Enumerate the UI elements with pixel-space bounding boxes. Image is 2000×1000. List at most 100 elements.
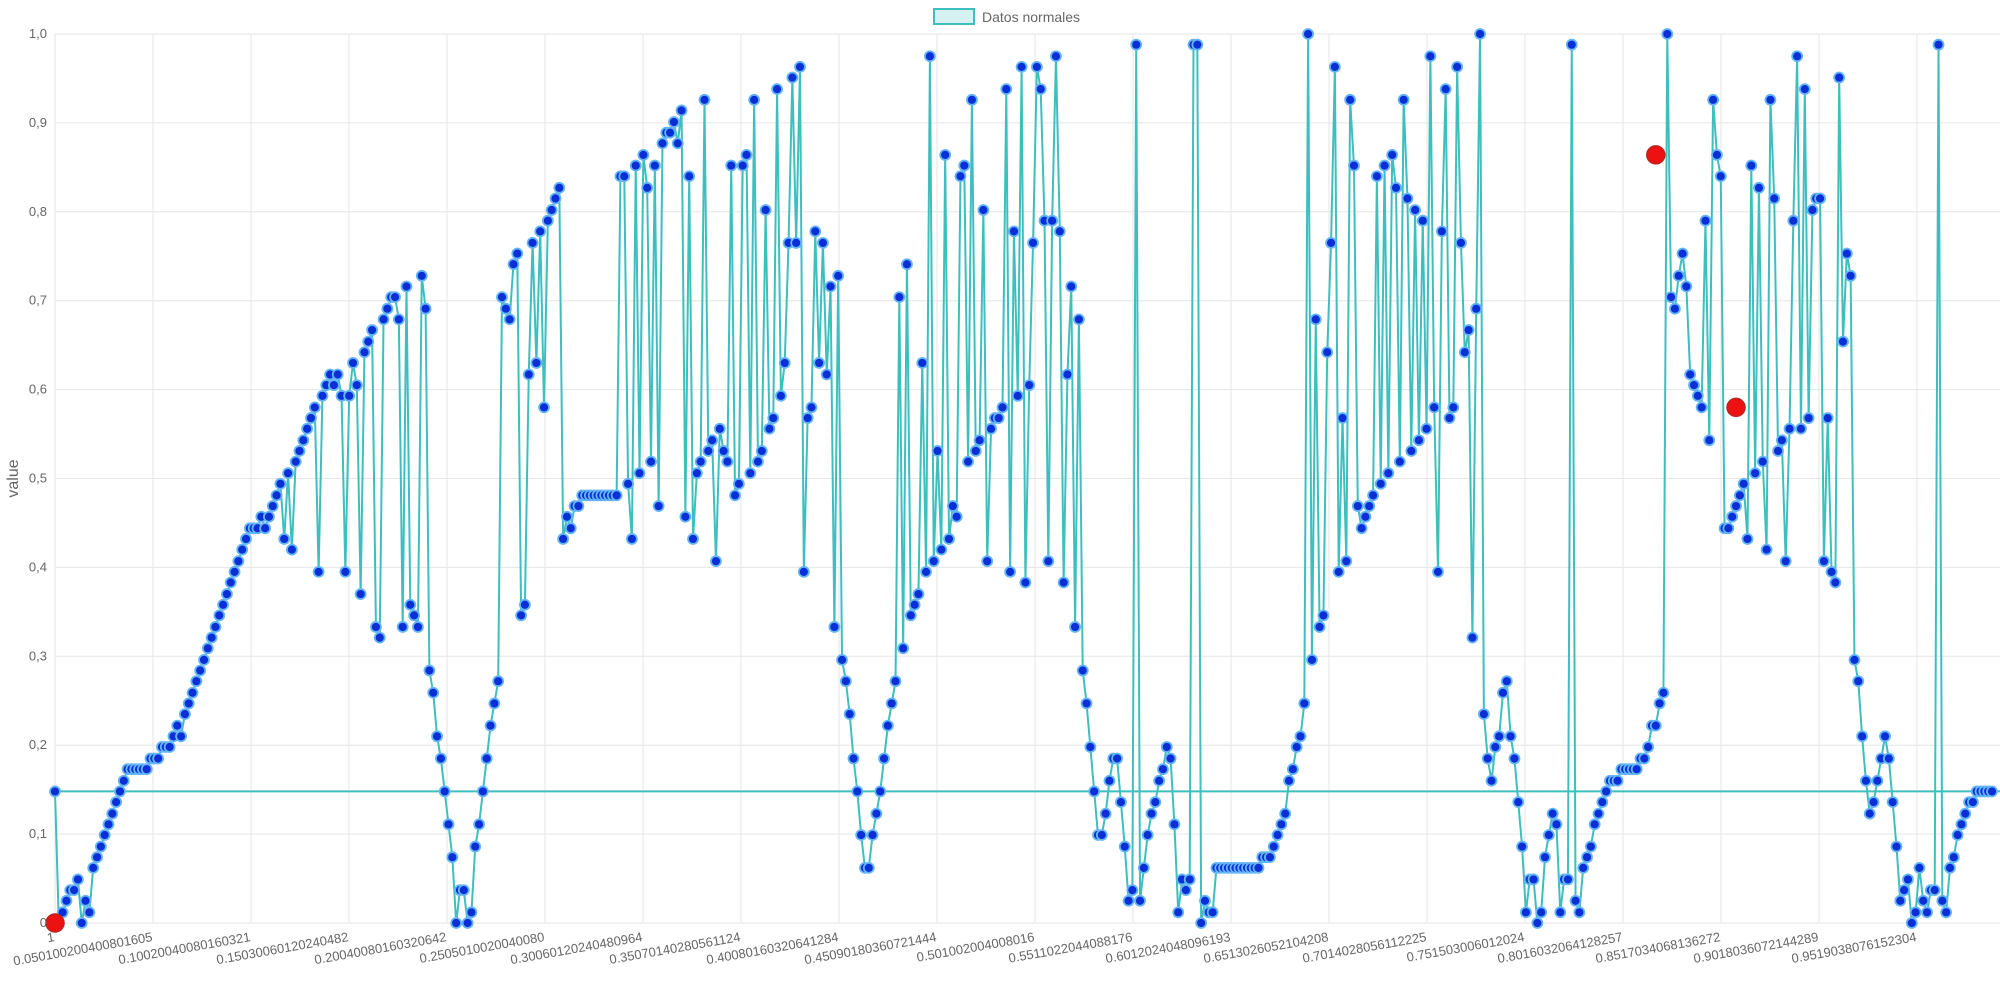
- data-point[interactable]: [442, 818, 455, 831]
- data-point[interactable]: [1669, 302, 1681, 315]
- data-point[interactable]: [1485, 774, 1498, 787]
- data-point[interactable]: [763, 422, 776, 435]
- data-point[interactable]: [775, 389, 787, 402]
- data-point[interactable]: [1481, 752, 1494, 765]
- data-point[interactable]: [389, 291, 401, 304]
- data-point[interactable]: [706, 434, 719, 447]
- data-point[interactable]: [1011, 389, 1024, 402]
- data-point[interactable]: [1470, 302, 1483, 315]
- data-point[interactable]: [98, 829, 111, 841]
- data-point[interactable]: [1493, 730, 1506, 743]
- data-point[interactable]: [610, 489, 623, 502]
- data-point[interactable]: [377, 313, 390, 326]
- data-point[interactable]: [1451, 60, 1464, 73]
- data-point[interactable]: [450, 917, 463, 929]
- data-point[interactable]: [1672, 269, 1685, 282]
- data-point[interactable]: [1596, 796, 1609, 808]
- data-point[interactable]: [228, 565, 241, 578]
- data-point[interactable]: [1195, 917, 1208, 929]
- data-point[interactable]: [797, 565, 810, 578]
- data-point[interactable]: [1760, 543, 1773, 556]
- data-point[interactable]: [687, 533, 699, 545]
- data-point[interactable]: [847, 752, 860, 765]
- data-point[interactable]: [1413, 434, 1425, 447]
- data-point[interactable]: [1367, 489, 1379, 502]
- data-point[interactable]: [1569, 894, 1582, 907]
- data-point[interactable]: [1768, 192, 1781, 205]
- data-point[interactable]: [496, 291, 508, 304]
- data-point[interactable]: [60, 894, 73, 907]
- data-point[interactable]: [717, 445, 730, 457]
- data-point[interactable]: [1703, 434, 1716, 447]
- data-point[interactable]: [1283, 774, 1295, 787]
- data-point[interactable]: [209, 621, 222, 633]
- data-point[interactable]: [1344, 93, 1357, 106]
- data-point[interactable]: [316, 389, 329, 402]
- data-point[interactable]: [1852, 675, 1865, 688]
- data-point[interactable]: [767, 412, 780, 424]
- data-point[interactable]: [94, 840, 107, 853]
- data-point[interactable]: [224, 576, 237, 589]
- anomaly-point[interactable]: [1646, 145, 1666, 165]
- data-point[interactable]: [1661, 28, 1674, 40]
- data-point[interactable]: [1130, 38, 1143, 51]
- data-point[interactable]: [1653, 697, 1666, 710]
- data-point[interactable]: [1756, 455, 1769, 468]
- data-point[interactable]: [881, 719, 894, 732]
- data-point[interactable]: [1714, 170, 1727, 183]
- data-point[interactable]: [732, 477, 745, 490]
- data-point[interactable]: [293, 445, 306, 457]
- data-point[interactable]: [515, 609, 527, 622]
- data-point[interactable]: [1027, 237, 1039, 249]
- data-point[interactable]: [83, 906, 96, 919]
- data-point[interactable]: [897, 642, 910, 655]
- data-point[interactable]: [305, 412, 317, 424]
- data-point[interactable]: [1932, 38, 1945, 51]
- data-point[interactable]: [1909, 906, 1922, 919]
- data-point[interactable]: [1030, 60, 1043, 73]
- data-point[interactable]: [1944, 861, 1956, 874]
- data-point[interactable]: [102, 818, 115, 831]
- data-point[interactable]: [1435, 225, 1448, 238]
- data-point[interactable]: [1489, 741, 1502, 753]
- data-point[interactable]: [404, 598, 417, 611]
- data-point[interactable]: [354, 588, 367, 600]
- data-point[interactable]: [1562, 873, 1574, 886]
- data-point[interactable]: [1741, 533, 1754, 545]
- data-point[interactable]: [1783, 422, 1796, 435]
- data-point[interactable]: [641, 181, 654, 194]
- data-point[interactable]: [1336, 412, 1349, 424]
- data-point[interactable]: [274, 477, 287, 490]
- data-point[interactable]: [1409, 204, 1421, 216]
- data-point[interactable]: [1134, 894, 1146, 907]
- data-point[interactable]: [794, 60, 806, 73]
- data-point[interactable]: [878, 752, 890, 765]
- data-point[interactable]: [171, 719, 184, 732]
- data-point[interactable]: [1309, 313, 1322, 326]
- data-point[interactable]: [721, 455, 734, 468]
- data-point[interactable]: [1691, 389, 1704, 402]
- data-point[interactable]: [656, 137, 669, 150]
- data-point[interactable]: [1332, 565, 1345, 578]
- data-point[interactable]: [408, 609, 421, 622]
- data-point[interactable]: [1879, 730, 1891, 743]
- data-point[interactable]: [1405, 445, 1418, 457]
- data-point[interactable]: [832, 269, 845, 282]
- data-point[interactable]: [1477, 708, 1490, 720]
- data-point[interactable]: [1753, 181, 1765, 194]
- data-point[interactable]: [1325, 237, 1337, 249]
- data-point[interactable]: [1512, 796, 1525, 808]
- data-point[interactable]: [1378, 159, 1391, 172]
- data-point[interactable]: [79, 894, 92, 907]
- data-point[interactable]: [1707, 93, 1719, 106]
- data-point[interactable]: [194, 664, 207, 677]
- data-point[interactable]: [1294, 730, 1307, 743]
- data-point[interactable]: [1898, 884, 1911, 897]
- data-point[interactable]: [1279, 807, 1292, 820]
- data-point[interactable]: [801, 412, 814, 424]
- data-point[interactable]: [217, 598, 230, 611]
- data-point[interactable]: [1302, 28, 1315, 40]
- data-point[interactable]: [908, 598, 921, 611]
- data-point[interactable]: [438, 785, 451, 798]
- data-point[interactable]: [1940, 906, 1953, 919]
